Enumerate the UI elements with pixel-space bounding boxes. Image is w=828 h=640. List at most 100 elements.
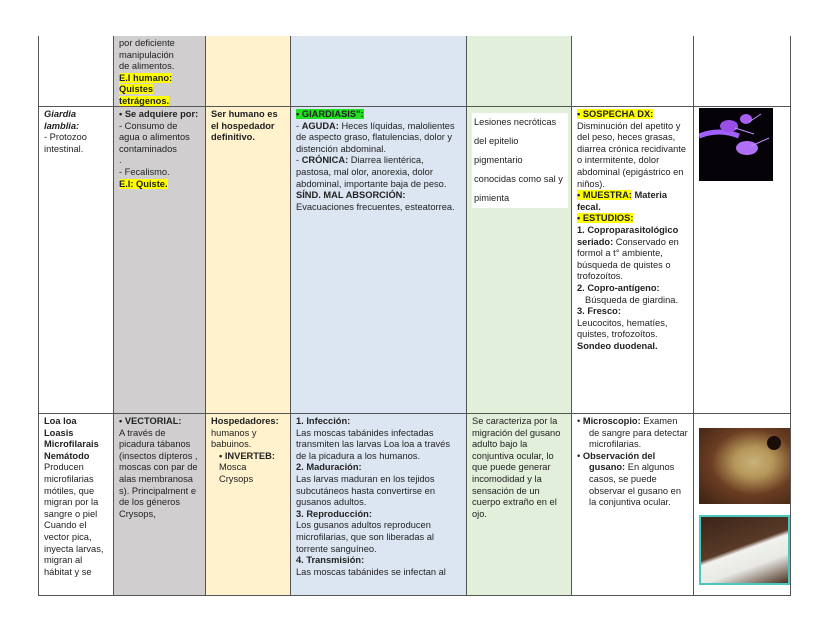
table-cell: Lesiones necróticas del epitelio pigment… xyxy=(466,106,572,414)
text-run: Se caracteriza por la migración del gusa… xyxy=(472,416,561,519)
text-run: 2. Copro-antígeno: xyxy=(577,282,660,293)
table-cell: • VECTORIAL: A través de picadura tábanos… xyxy=(113,413,206,596)
cell-paragraph: • Microscopio: Examen de sangre para det… xyxy=(577,416,688,451)
worm-extraction-photo xyxy=(699,515,790,585)
cell-paragraph: • ESTUDIOS: xyxy=(577,213,688,225)
cell-paragraph: Giardia lamblia: xyxy=(44,109,108,132)
text-run: de alimentos. xyxy=(119,61,175,72)
text-run: 3. Reproducción: xyxy=(296,508,372,519)
text-run: Lesiones necróticas del epitelio pigment… xyxy=(474,117,563,203)
cell-paragraph: Las moscas tabánides se infectan al xyxy=(296,567,461,579)
cell-paragraph: 4. Transmisión: xyxy=(296,555,461,567)
cell-paragraph: E.I humano: xyxy=(119,72,200,85)
cell-paragraph: Nemátodo xyxy=(44,451,108,463)
table-cell: Loa loa Loasis Microfilarais Nemátodo Produc… xyxy=(38,413,114,596)
text-run: Loa loa xyxy=(44,416,77,426)
text-run: manipulación xyxy=(119,49,174,60)
text-run: Microscopio: xyxy=(582,416,641,426)
cell-paragraph: SÍND. MAL ABSORCIÓN: xyxy=(296,190,461,202)
table-cell: Hospedadores: humanos y babuinos. • INVER… xyxy=(205,413,291,596)
text-run: Sondeo duodenal. xyxy=(577,340,658,351)
text-run: • SOSPECHA DX: xyxy=(577,109,654,119)
cell-paragraph: Los gusanos adultos reproducen microfila… xyxy=(296,520,461,555)
text-run: Las larvas maduran en los tejidos subcut… xyxy=(296,473,436,508)
text-run: . xyxy=(119,155,122,166)
text-run: Disminución del apetito y del peso, hece… xyxy=(577,120,687,189)
text-run: 2. Maduración: xyxy=(296,462,362,473)
cell-paragraph: Evacuaciones frecuentes, esteatorrea. xyxy=(296,202,461,214)
cell-paragraph: por deficiente xyxy=(119,38,200,50)
cell-paragraph: 2. Copro-antígeno: xyxy=(577,283,688,295)
text-run: Giardia lamblia: xyxy=(44,109,80,131)
cell-paragraph: A través de picadura tábanos (insectos d… xyxy=(119,428,200,521)
text-run: SÍND. MAL ABSORCIÓN: xyxy=(296,190,406,201)
text-run: • xyxy=(577,416,583,426)
text-run: Evacuaciones frecuentes, esteatorrea. xyxy=(296,201,455,212)
text-run: 1. Coproparasitológico seriado: xyxy=(577,224,679,247)
text-run: Las moscas tabánides se infectan al xyxy=(296,566,446,577)
cell-paragraph: 3. Fresco: xyxy=(577,306,688,318)
cell-paragraph: Las larvas maduran en los tejidos subcut… xyxy=(296,474,461,509)
cell-paragraph: 1. Coproparasitológico seriado: Conserva… xyxy=(577,225,688,283)
text-run: Mosca xyxy=(219,462,247,473)
text-run: • Se adquiere por: xyxy=(119,109,199,119)
table-cell xyxy=(571,36,694,107)
text-run: Hospedadores: xyxy=(211,416,279,426)
cell-paragraph: Hospedadores: xyxy=(211,416,285,428)
text-run: Nemátodo xyxy=(44,450,90,461)
table-cell: Ser humano es el hospedador definitivo. xyxy=(205,106,291,414)
table-cell xyxy=(290,36,467,107)
text-run: Observación del gusano: xyxy=(582,450,656,473)
text-run: Loasis xyxy=(44,427,74,438)
giardia-trophozoites-icon xyxy=(698,113,770,155)
text-run: E.I humano: xyxy=(119,72,173,83)
cell-paragraph: • MUESTRA: Materia fecal. xyxy=(577,190,688,213)
text-run: Las moscas tabánides infectadas transmit… xyxy=(296,427,450,461)
cell-paragraph: - Fecalismo. xyxy=(119,167,200,179)
cell-paragraph: - CRÓNICA: Diarrea lientérica, pastosa, … xyxy=(296,155,461,190)
text-run: Crysops xyxy=(219,473,254,484)
table-cell: • Se adquiere por: - Consumo de agua o al… xyxy=(113,106,206,414)
giardia-image xyxy=(698,108,773,181)
cell-paragraph: Loa loa xyxy=(44,416,108,428)
cell-paragraph: 3. Reproducción: xyxy=(296,509,461,521)
text-run: 3. Fresco: xyxy=(577,306,621,317)
table-cell xyxy=(693,413,791,596)
cell-paragraph: Mosca xyxy=(211,462,285,474)
cell-paragraph: • Observación del gusano: En algunos cas… xyxy=(577,451,688,509)
text-run: - Protozoo intestinal. xyxy=(44,132,87,154)
table-cell: • GIARDIASIS": - AGUDA: Heces líquidas, m… xyxy=(290,106,467,414)
table-cell xyxy=(693,36,791,107)
cell-paragraph: 1. Infección: xyxy=(296,416,461,428)
text-run: Los gusanos adultos reproducen microfila… xyxy=(296,520,434,554)
cell-paragraph: tetrágenos. xyxy=(119,95,200,106)
text-run: humanos y babuinos. xyxy=(211,427,257,450)
note-box: Lesiones necróticas del epitelio pigment… xyxy=(472,113,568,208)
cell-paragraph: Búsqueda de giardina. xyxy=(577,295,688,307)
table-cell: Giardia lamblia: - Protozoo intestinal. xyxy=(38,106,114,414)
cell-paragraph: Lesiones necróticas del epitelio pigment… xyxy=(474,113,566,208)
text-run: Examen de sangre para detectar microfila… xyxy=(589,416,688,450)
text-run: - xyxy=(296,120,302,131)
cell-paragraph: de alimentos. xyxy=(119,61,200,73)
cell-paragraph: E.I: Quiste. xyxy=(119,178,200,191)
text-run: AGUDA: xyxy=(301,120,339,131)
text-run: por deficiente xyxy=(119,38,175,48)
cell-paragraph: Ser humano es el hospedador definitivo. xyxy=(211,109,285,144)
cell-paragraph: 2. Maduración: xyxy=(296,462,461,474)
text-run: CRÓNICA: xyxy=(301,155,349,166)
table-cell: por deficiente manipulación de alimentos. E… xyxy=(113,36,206,107)
cell-paragraph: • Se adquiere por: xyxy=(119,109,200,121)
text-run: E.I: Quiste. xyxy=(119,178,168,189)
text-run: • xyxy=(577,450,583,461)
cell-paragraph: Disminución del apetito y del peso, hece… xyxy=(577,121,688,191)
cell-paragraph: Microfilarais xyxy=(44,439,108,451)
eye-photo xyxy=(699,428,790,504)
text-run: - xyxy=(296,155,302,166)
text-run: Microfilarais xyxy=(44,439,99,450)
table-cell xyxy=(38,36,114,107)
cell-paragraph: Producen microfilarias mótiles, que migr… xyxy=(44,462,108,578)
text-run: En algunos casos, se puede observar el g… xyxy=(589,462,681,508)
text-run: tetrágenos. xyxy=(119,95,170,106)
text-run: A través de picadura tábanos (insectos d… xyxy=(119,427,198,519)
